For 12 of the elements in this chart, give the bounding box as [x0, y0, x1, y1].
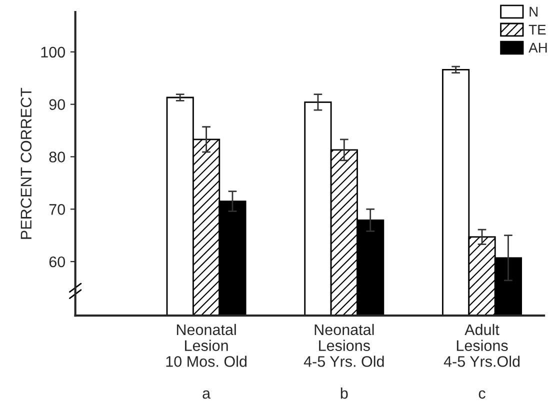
y-tick-label: 80	[49, 152, 66, 162]
y-tick-label: 100	[41, 46, 66, 58]
category-label: Neonatal Lesion 10 Mos. Old a	[166, 324, 246, 399]
legend-label: N	[530, 6, 538, 16]
y-axis-title: PERCENT CORRECT	[20, 88, 32, 239]
y-tick-label: 60	[49, 256, 66, 268]
legend-label: TE	[528, 24, 546, 34]
category-label: Adult Lesions 4-5 Yrs.Old c	[444, 324, 520, 399]
y-tick-label: 70	[49, 204, 66, 215]
y-tick-label: 90	[49, 99, 66, 110]
category-label: Neonatal Lesions 4-5 Yrs. Old b	[304, 324, 384, 399]
legend-label: AH	[528, 42, 547, 52]
